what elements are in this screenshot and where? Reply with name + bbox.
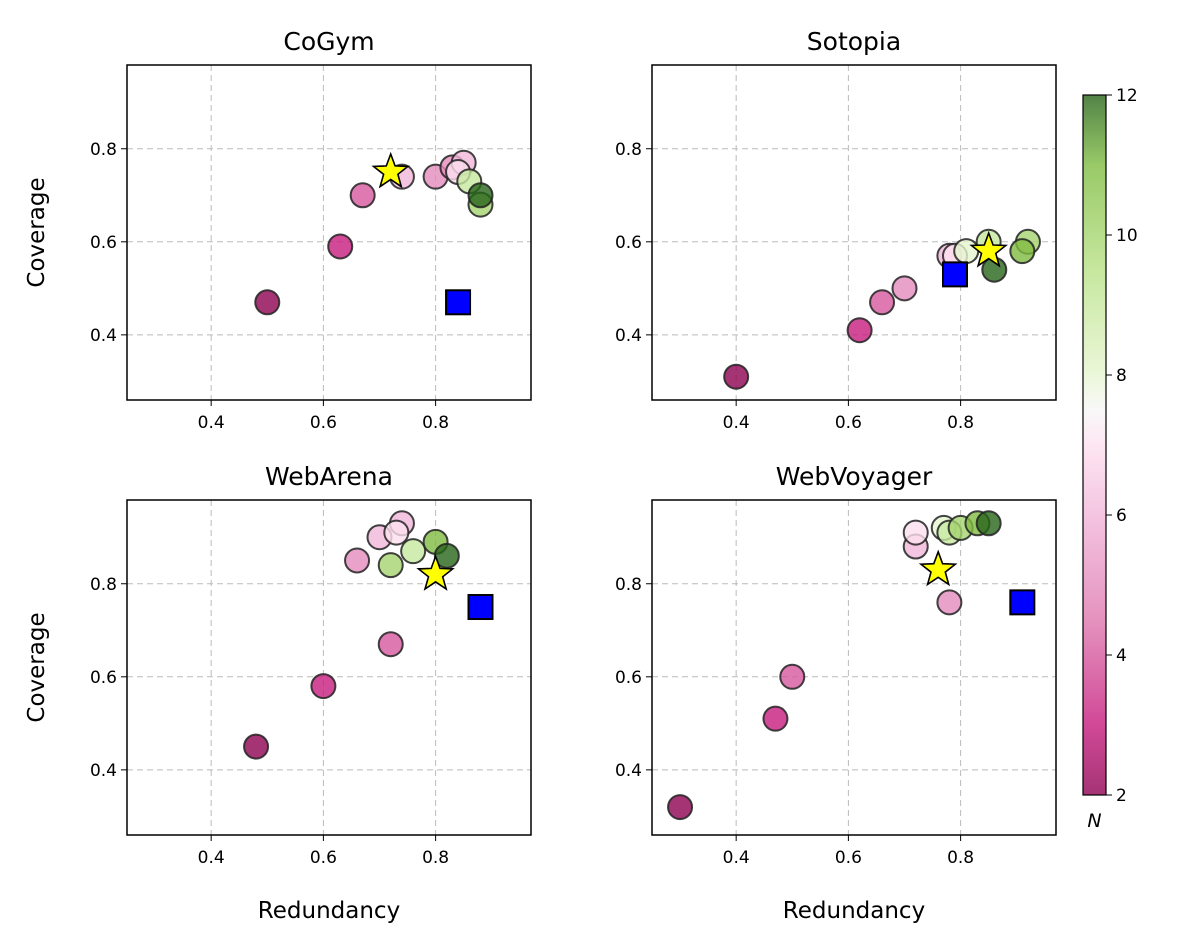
x-tick-label: 0.4 bbox=[723, 413, 750, 433]
colorbar: 2 4 6 8 10 12 N bbox=[1082, 86, 1138, 832]
x-tick-label: 0.4 bbox=[198, 848, 225, 868]
plot-area bbox=[127, 65, 531, 400]
data-point bbox=[975, 510, 1002, 537]
colorbar-tick-label: 12 bbox=[1116, 86, 1138, 106]
subplot-title: WebArena bbox=[265, 462, 393, 491]
subplot-title: CoGym bbox=[283, 27, 374, 56]
data-point bbox=[383, 519, 410, 546]
data-point bbox=[936, 589, 963, 616]
star-marker bbox=[918, 549, 958, 587]
data-point bbox=[310, 673, 337, 700]
subplot-cogym: 0.4 0.6 0.8 0.4 0.6 0.8 CoGym Coverage bbox=[24, 27, 532, 433]
subplot-title: WebVoyager bbox=[776, 462, 933, 491]
x-tick-label: 0.6 bbox=[835, 413, 862, 433]
data-point bbox=[1009, 238, 1036, 265]
data-point bbox=[902, 519, 929, 546]
y-tick-label: 0.6 bbox=[615, 668, 642, 688]
plot-area bbox=[127, 500, 531, 835]
x-tick-label: 0.6 bbox=[310, 413, 337, 433]
y-tick-label: 0.8 bbox=[615, 140, 642, 160]
axes-frame bbox=[651, 64, 1057, 401]
colorbar-tick-label: 2 bbox=[1116, 786, 1127, 806]
axes-frame bbox=[126, 64, 532, 401]
y-tick-label: 0.4 bbox=[90, 761, 117, 781]
subplot-sotopia: 0.4 0.6 0.8 0.4 0.6 0.8 Sotopia bbox=[615, 27, 1057, 433]
square-marker bbox=[467, 594, 494, 621]
axes-frame bbox=[651, 499, 1057, 836]
data-point bbox=[243, 733, 270, 760]
star-marker bbox=[969, 230, 1008, 268]
x-axis-label: Redundancy bbox=[258, 898, 400, 924]
square-marker bbox=[1009, 589, 1036, 616]
data-point bbox=[869, 289, 896, 316]
colorbar-gradient bbox=[1082, 94, 1107, 796]
x-tick-label: 0.8 bbox=[947, 848, 974, 868]
square-marker bbox=[445, 289, 472, 316]
data-point bbox=[467, 182, 494, 209]
data-point bbox=[762, 705, 789, 732]
square-marker bbox=[942, 261, 968, 288]
y-tick-label: 0.6 bbox=[90, 233, 117, 253]
colorbar-tick-label: 6 bbox=[1116, 506, 1127, 526]
data-point bbox=[953, 238, 980, 265]
star-marker bbox=[371, 151, 410, 189]
data-point bbox=[667, 794, 694, 821]
y-tick-label: 0.6 bbox=[90, 668, 117, 688]
data-point bbox=[433, 542, 460, 569]
y-tick-label: 0.4 bbox=[615, 326, 642, 346]
subplot-webvoyager: 0.4 0.6 0.8 0.4 0.6 0.8 WebVoyager Redundancy bbox=[615, 462, 1057, 924]
x-tick-label: 0.8 bbox=[947, 413, 974, 433]
y-tick-label: 0.4 bbox=[615, 761, 642, 781]
x-tick-label: 0.4 bbox=[723, 848, 750, 868]
data-point bbox=[400, 538, 427, 565]
x-tick-label: 0.6 bbox=[835, 848, 862, 868]
x-tick-label: 0.8 bbox=[422, 848, 449, 868]
star-marker bbox=[416, 554, 455, 591]
data-point bbox=[891, 275, 918, 302]
data-point bbox=[327, 233, 354, 260]
x-tick-label: 0.8 bbox=[422, 413, 449, 433]
data-point bbox=[846, 317, 873, 344]
colorbar-tick-label: 8 bbox=[1116, 366, 1127, 386]
x-tick-label: 0.6 bbox=[310, 848, 337, 868]
y-tick-label: 0.8 bbox=[90, 575, 117, 595]
y-axis-label: Coverage bbox=[24, 177, 50, 287]
y-tick-label: 0.4 bbox=[90, 326, 117, 346]
x-tick-label: 0.4 bbox=[198, 413, 225, 433]
data-point bbox=[377, 552, 404, 579]
colorbar-tick-label: 4 bbox=[1116, 646, 1127, 666]
colorbar-label: N bbox=[1087, 810, 1101, 832]
data-point bbox=[377, 631, 404, 658]
plot-area bbox=[652, 500, 1056, 835]
colorbar-tick-label: 10 bbox=[1116, 226, 1138, 246]
data-point bbox=[723, 363, 750, 390]
data-point bbox=[349, 182, 376, 209]
y-tick-label: 0.6 bbox=[615, 233, 642, 253]
y-tick-label: 0.8 bbox=[90, 140, 117, 160]
subplot-webarena: 0.4 0.6 0.8 0.4 0.6 0.8 WebArena Coverage Redund… bbox=[24, 462, 532, 924]
data-point bbox=[254, 289, 281, 316]
subplot-title: Sotopia bbox=[807, 27, 901, 56]
axes-frame bbox=[126, 499, 532, 836]
y-axis-label: Coverage bbox=[24, 612, 50, 722]
data-point bbox=[779, 663, 806, 690]
x-axis-label: Redundancy bbox=[783, 898, 925, 924]
y-tick-label: 0.8 bbox=[615, 575, 642, 595]
data-point bbox=[344, 547, 371, 574]
